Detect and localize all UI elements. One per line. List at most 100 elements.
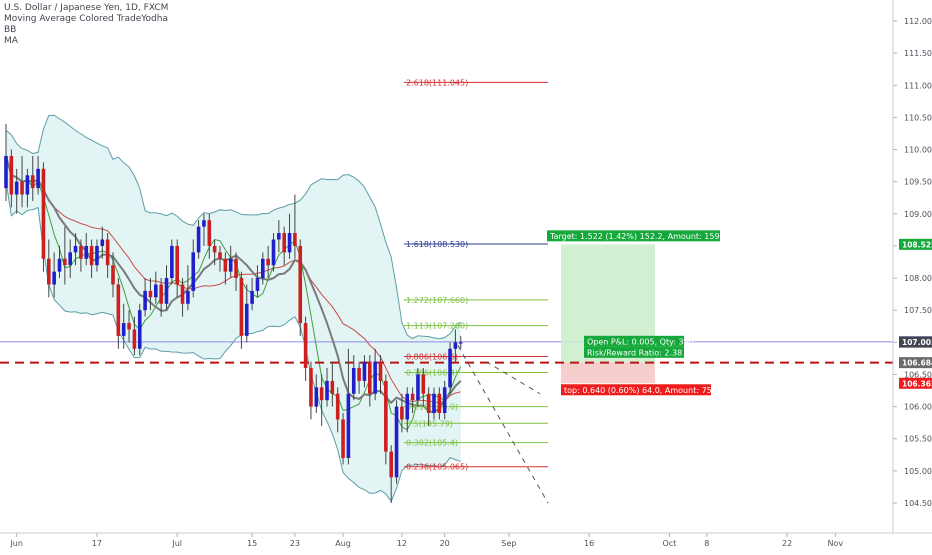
- candle-body: [52, 271, 56, 285]
- time-tick-label: 15: [247, 539, 257, 548]
- trend-line-dashed: [485, 361, 541, 395]
- candle-body: [437, 393, 442, 414]
- candle-body: [84, 245, 89, 259]
- fib-level-label: 0.5(105.79): [406, 419, 453, 428]
- candle-body: [351, 368, 356, 394]
- candle-body: [202, 220, 206, 227]
- candle-body: [341, 419, 345, 459]
- candle-body: [89, 245, 94, 266]
- candle-body: [100, 239, 105, 246]
- price-tick-label: 106.000: [904, 403, 932, 412]
- candle-body: [143, 290, 147, 311]
- candle-body: [421, 374, 426, 394]
- symbol-title: U.S. Dollar / Japanese Yen, 1D, FXCM: [4, 3, 169, 13]
- fib-level-label: 0.618(106.0): [406, 403, 458, 412]
- candle-body: [261, 258, 265, 279]
- candle-body: [79, 245, 83, 259]
- fib-level-label: 0.382(105.4): [406, 439, 458, 448]
- bollinger-upper-line: [5, 114, 462, 340]
- candle-body: [30, 175, 35, 189]
- candle-body: [191, 252, 196, 291]
- candle-body: [244, 303, 249, 336]
- candle-body: [362, 361, 367, 381]
- candle-body: [36, 168, 40, 189]
- svg-text:Target: 1.522 (1.42%) 152.2, A: Target: 1.522 (1.42%) 152.2, Amount: 159…: [549, 232, 737, 241]
- candle-body: [432, 393, 436, 414]
- time-tick-label: Nov: [827, 539, 843, 548]
- price-tick-label: 108.000: [904, 274, 932, 283]
- indicator-ma: MA: [4, 36, 18, 46]
- time-tick-label: Sep: [501, 539, 516, 548]
- time-tick-label: Oct: [662, 539, 676, 548]
- price-tag: [899, 357, 932, 369]
- time-tick-label: 22: [782, 539, 792, 548]
- price-tick-label: 107.500: [904, 306, 932, 315]
- price-tick-label: 105.000: [904, 467, 932, 476]
- candle-body: [14, 181, 19, 195]
- fib-level-label: 1.618(108.530): [406, 240, 468, 249]
- fib-level-label: 2.618(111.045): [406, 78, 468, 87]
- stop-label: top: 0.640 (0.60%) 64.0, Amount: 750.4: [561, 384, 724, 396]
- candle-body: [137, 310, 142, 349]
- candle-body: [212, 245, 217, 253]
- candle-body: [319, 387, 324, 401]
- candle-body: [196, 226, 201, 253]
- candle-body: [373, 361, 377, 394]
- candle-body: [458, 342, 463, 344]
- candle-body: [330, 380, 335, 394]
- price-tick-label: 110.500: [904, 113, 932, 122]
- time-tick-label: 12: [397, 539, 407, 548]
- svg-text:top: 0.640 (0.60%) 64.0, Amoun: top: 0.640 (0.60%) 64.0, Amount: 750.4: [564, 386, 724, 395]
- candle-body: [180, 284, 185, 304]
- price-tick-label: 104.500: [904, 499, 932, 508]
- candle-body: [154, 284, 158, 298]
- time-tick-label: 17: [92, 539, 102, 548]
- time-tick-label: 8: [704, 539, 709, 548]
- time-tick-label: Jun: [9, 539, 23, 548]
- bollinger-band-fill: [6, 115, 461, 502]
- candle-body: [170, 245, 174, 279]
- candle-body: [314, 387, 319, 407]
- candle-body: [357, 368, 361, 381]
- candle-body: [4, 155, 8, 189]
- candle-body: [325, 380, 329, 401]
- fib-level-label: 0.786(106.4): [406, 369, 458, 378]
- candle-body: [250, 290, 254, 304]
- chart-legend: U.S. Dollar / Japanese Yen, 1D, FXCM Mov…: [4, 3, 168, 47]
- candle-body: [394, 406, 399, 478]
- fib-level-label: 0.886(106.6): [406, 352, 458, 361]
- candle-body: [389, 451, 393, 478]
- stop-zone: [561, 362, 655, 384]
- fib-level-label: 1.113(107.260): [406, 322, 468, 331]
- price-axis-background: [893, 0, 932, 550]
- indicator-ma-colored: Moving Average Colored TradeYodha: [4, 14, 168, 24]
- candle-body: [309, 368, 313, 407]
- indicator-bb: BB: [4, 25, 17, 35]
- candle-body: [41, 168, 46, 259]
- price-tick-label: 111.500: [904, 49, 932, 58]
- candle-body: [223, 258, 228, 272]
- candle-body: [186, 290, 190, 304]
- candle-body: [368, 361, 372, 394]
- candle-body: [95, 245, 99, 266]
- price-tag-label: 106.363: [902, 379, 932, 388]
- candle-body: [121, 323, 126, 336]
- candle-body: [218, 252, 222, 259]
- candle-body: [63, 258, 67, 266]
- price-tag-label: 106.684: [902, 359, 932, 368]
- candle-body: [239, 278, 244, 336]
- svg-text:Open P&L: 0.005, Qty: 390: Open P&L: 0.005, Qty: 390: [587, 337, 694, 346]
- price-tick-label: 111.000: [904, 81, 932, 90]
- time-tick-label: 23: [290, 539, 300, 548]
- time-tick-label: 20: [440, 539, 450, 548]
- candle-body: [335, 393, 340, 420]
- time-tick-label: Jul: [171, 539, 182, 548]
- candle-body: [298, 245, 303, 324]
- svg-text:Risk/Reward Ratio: 2.38: Risk/Reward Ratio: 2.38: [587, 348, 682, 357]
- price-tick-label: 110.000: [904, 146, 932, 155]
- candle-body: [207, 220, 212, 246]
- price-tick-label: 112.000: [904, 17, 932, 26]
- candle-body: [234, 258, 238, 279]
